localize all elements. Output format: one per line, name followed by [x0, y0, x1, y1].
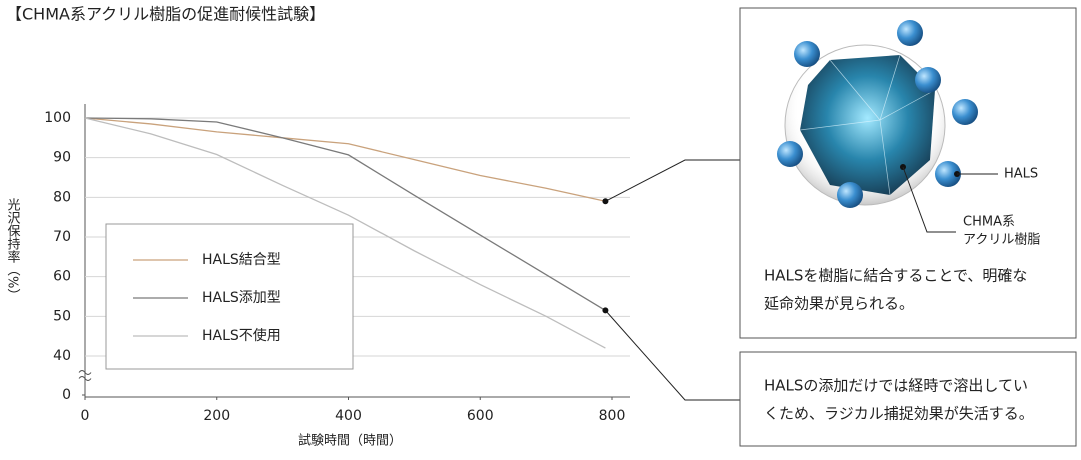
callout-point	[602, 307, 609, 314]
y-tick-label: 80	[53, 189, 71, 205]
y-axis-label: 光沢保持率（%）	[5, 198, 21, 301]
series-line	[84, 117, 606, 349]
legend-box	[105, 223, 354, 370]
y-tick-label: 100	[44, 110, 71, 126]
y-tick-label: 0	[62, 387, 71, 403]
y-tick-label: 70	[53, 229, 71, 245]
x-tick-label: 200	[203, 408, 230, 424]
series-line	[84, 117, 606, 311]
series-line	[84, 117, 606, 202]
x-axis-label: 試験時間（時間）	[298, 433, 402, 449]
diagram-label: アクリル樹脂	[963, 233, 1040, 248]
callout-text: HALSを樹脂に結合することで、明確な	[764, 267, 1027, 285]
callout-text: 延命効果が見られる。	[764, 295, 914, 313]
diagram-label: HALS	[1004, 167, 1038, 182]
callout-leader	[605, 159, 740, 202]
y-tick-label: 60	[53, 269, 71, 285]
callout-point	[602, 198, 609, 205]
molecule-illustration	[777, 20, 998, 233]
x-tick-label: 600	[467, 408, 494, 424]
x-tick-label: 0	[81, 408, 90, 424]
diagram-label: CHMA系	[963, 215, 1015, 230]
page-title: 【CHMA系アクリル樹脂の促進耐候性試験】	[6, 5, 325, 24]
y-tick-label: 50	[53, 308, 71, 324]
y-tick-label: 90	[53, 150, 71, 166]
axis-break	[78, 370, 92, 381]
callout-text: くため、ラジカル捕捉効果が失活する。	[764, 405, 1034, 423]
x-tick-label: 400	[335, 408, 362, 424]
x-tick-label: 800	[599, 408, 626, 424]
callout-text: HALSの添加だけでは経時で溶出してい	[764, 377, 1028, 395]
legend-label: HALS添加型	[202, 290, 281, 306]
callout-box	[739, 351, 1077, 447]
callout-leader	[605, 310, 740, 401]
y-tick-label: 40	[53, 348, 71, 364]
legend: HALS結合型 HALS添加型 HALS不使用	[133, 252, 281, 344]
legend-label: HALS不使用	[202, 327, 281, 344]
legend-label: HALS結合型	[202, 252, 281, 268]
